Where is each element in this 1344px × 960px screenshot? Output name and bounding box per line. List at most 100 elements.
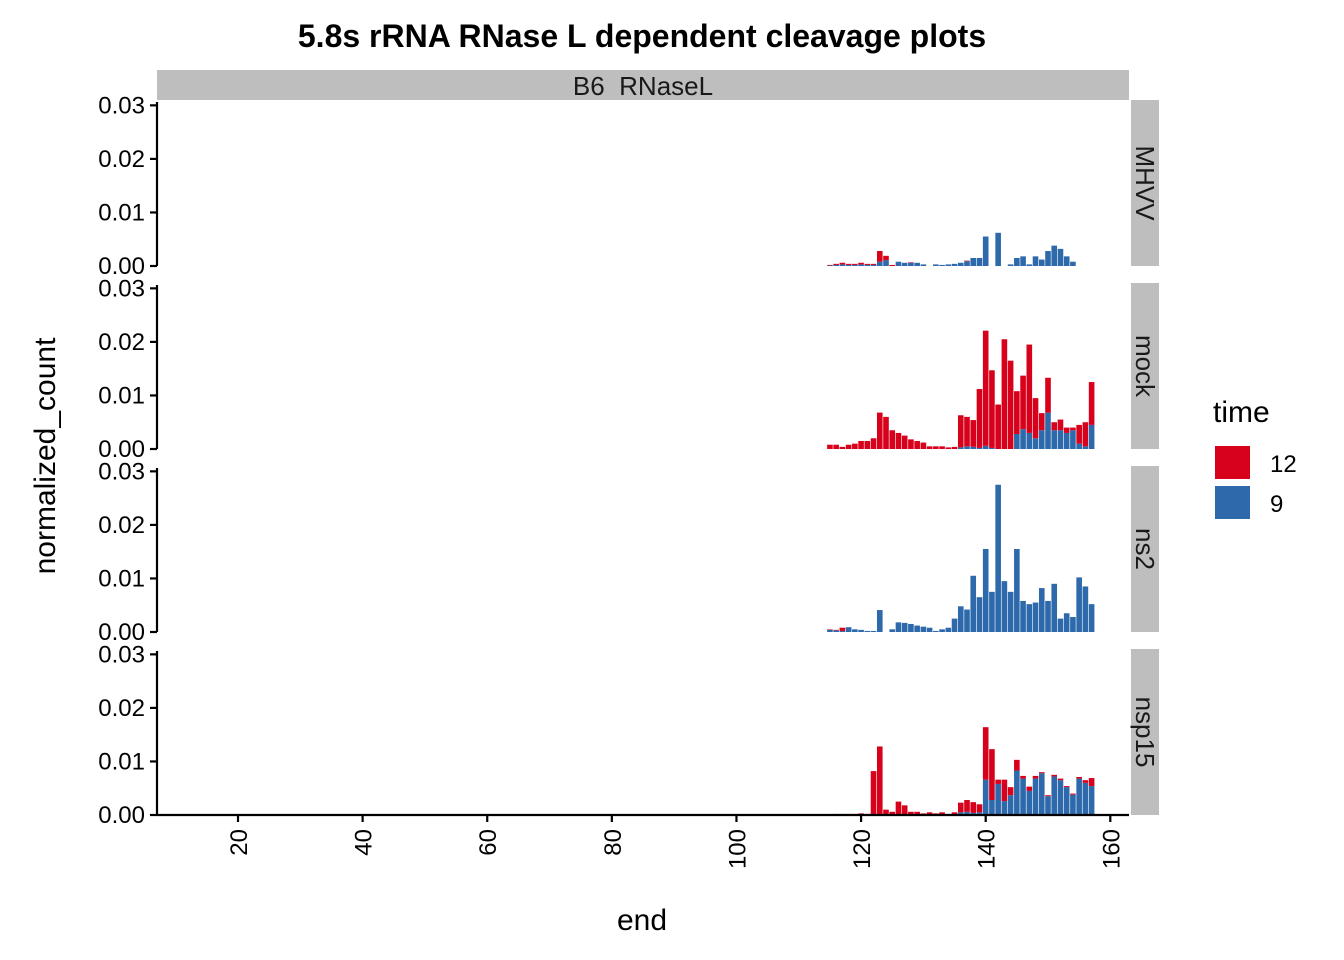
y-tick-label-ns2-0: 0.00 [98, 619, 145, 646]
bar-MHVV-12-117 [839, 262, 846, 265]
bar-nsp15-12-141 [989, 749, 995, 801]
bar-ns2-9-129 [914, 625, 920, 632]
y-tick-label-ns2-3: 0.03 [98, 458, 145, 485]
bar-nsp15-12-145 [1014, 759, 1020, 771]
bar-mock-9-140 [982, 445, 989, 449]
bar-mock-9-150 [1045, 412, 1051, 449]
bar-nsp15-12-123 [876, 746, 883, 815]
bar-nsp15-12-153 [1063, 786, 1070, 788]
bar-MHVV-12-125 [889, 264, 896, 266]
bar-mock-12-116 [833, 444, 839, 449]
bar-ns2-9-146 [1020, 600, 1026, 632]
bar-MHVV-9-148 [1032, 256, 1039, 266]
bar-MHVV-9-117 [839, 264, 846, 266]
bar-MHVV-9-135 [951, 263, 958, 266]
bar-ns2-9-132 [933, 630, 939, 632]
bar-MHVV-12-118 [845, 263, 852, 265]
y-tick-label-MHVV-3: 0.03 [98, 92, 145, 119]
bar-nsp15-12-129 [914, 811, 920, 815]
bar-nsp15-12-151 [1051, 774, 1058, 777]
bar-mock-12-132 [933, 446, 939, 449]
bar-MHVV-12-119 [852, 263, 858, 265]
bar-ns2-12-116 [833, 629, 839, 631]
bar-mock-12-135 [951, 446, 958, 449]
bar-nsp15-9-146 [1020, 778, 1026, 815]
bar-mock-12-150 [1045, 377, 1051, 413]
legend-label-9: 9 [1270, 491, 1283, 518]
y-tick-label-nsp15-0: 0.00 [98, 802, 145, 829]
bar-ns2-9-123 [876, 610, 883, 632]
bar-ns2-9-120 [858, 629, 864, 632]
bar-mock-12-126 [895, 432, 902, 449]
bar-ns2-9-147 [1026, 604, 1033, 632]
bar-MHVV-12-115 [827, 264, 833, 266]
bar-MHVV-9-137 [964, 261, 970, 266]
column-facet-label: B6 RNaseL [573, 71, 713, 101]
bar-nsp15-12-137 [964, 800, 970, 812]
x-tick-label-3: 80 [600, 829, 627, 856]
y-tick-label-nsp15-3: 0.03 [98, 641, 145, 668]
bar-MHVV-9-139 [976, 257, 983, 266]
bar-MHVV-12-122 [870, 263, 877, 265]
bar-MHVV-12-128 [908, 262, 914, 263]
bar-nsp15-9-157 [1088, 786, 1095, 815]
bar-MHVV-9-144 [1007, 264, 1014, 266]
bar-ns2-9-131 [926, 627, 933, 632]
bar-nsp15-12-142 [995, 779, 1001, 784]
bar-nsp15-9-143 [1001, 801, 1008, 815]
bar-mock-12-122 [870, 438, 877, 449]
bar-nsp15-12-135 [951, 812, 958, 815]
bar-ns2-9-128 [908, 623, 914, 632]
bar-nsp15-12-152 [1057, 778, 1064, 781]
bar-mock-12-118 [845, 444, 852, 449]
bar-MHVV-9-154 [1070, 261, 1076, 266]
y-tick-label-MHVV-1: 0.01 [98, 199, 145, 226]
bar-mock-12-137 [964, 416, 970, 447]
bar-mock-12-152 [1057, 419, 1064, 431]
bar-nsp15-9-144 [1007, 795, 1014, 815]
column-facet-strip-background [157, 70, 1129, 100]
bar-mock-12-127 [901, 435, 908, 449]
y-tick-label-mock-3: 0.03 [98, 275, 145, 302]
bar-mock-9-157 [1088, 424, 1095, 449]
bar-nsp15-12-146 [1020, 775, 1026, 779]
bar-ns2-9-143 [1001, 581, 1008, 632]
legend: time 12 9 [1213, 396, 1297, 519]
bar-nsp15-12-149 [1038, 772, 1045, 774]
bar-mock-12-148 [1032, 398, 1039, 439]
bar-ns2-9-118 [845, 627, 852, 632]
bar-mock-9-147 [1026, 432, 1033, 449]
bar-mock-12-153 [1063, 427, 1070, 433]
y-tick-label-ns2-2: 0.02 [98, 512, 145, 539]
bar-ns2-9-142 [995, 484, 1001, 632]
bar-nsp15-9-145 [1014, 770, 1020, 815]
y-tick-label-ns2-1: 0.01 [98, 565, 145, 592]
bar-ns2-9-156 [1082, 586, 1089, 632]
bar-MHVV-9-122 [870, 264, 877, 266]
bar-nsp15-12-157 [1088, 778, 1095, 787]
bar-nsp15-9-154 [1070, 794, 1076, 815]
x-tick-label-2: 60 [475, 829, 502, 856]
bar-mock-12-139 [976, 389, 983, 448]
bar-MHVV-9-123 [876, 261, 883, 266]
legend-title: time [1213, 396, 1270, 429]
bar-MHVV-9-134 [945, 264, 952, 266]
bar-MHVV-9-147 [1026, 264, 1033, 266]
bar-nsp15-12-127 [901, 805, 908, 815]
bar-MHVV-12-116 [833, 263, 839, 265]
bar-nsp15-12-128 [908, 811, 914, 815]
row-facet-strip-mock [1131, 283, 1159, 449]
bar-ns2-9-144 [1007, 591, 1014, 632]
bar-MHVV-9-140 [982, 236, 989, 266]
row-facet-label-MHVV: MHVV [1130, 145, 1160, 221]
facet-panel-mock: 0.00 0.01 0.02 0.03 mock [98, 275, 1160, 463]
bar-ns2-9-139 [976, 597, 983, 632]
bar-mock-12-145 [1014, 391, 1020, 435]
bar-ns2-9-135 [951, 618, 958, 632]
bar-nsp15-9-151 [1051, 776, 1058, 815]
bar-MHVV-9-146 [1020, 256, 1026, 266]
bar-MHVV-12-123 [876, 251, 883, 262]
bar-mock-12-129 [914, 440, 920, 449]
bar-ns2-9-133 [939, 629, 945, 632]
bar-MHVV-9-116 [833, 264, 839, 266]
